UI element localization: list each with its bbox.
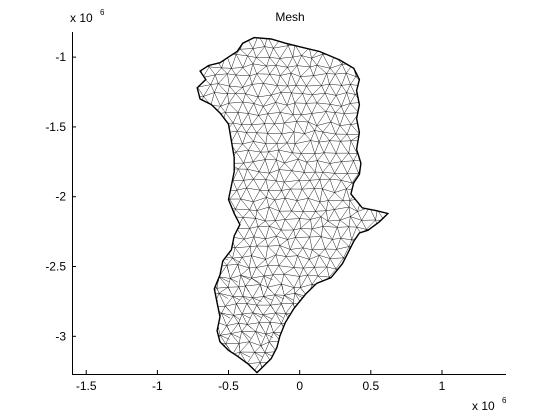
x-multiplier-exponent: 6 (502, 396, 507, 405)
x-tick-label: 0 (296, 379, 303, 393)
y-tick-label: -3 (55, 329, 66, 343)
y-tick-label: -2.5 (45, 260, 66, 274)
x-multiplier-base: x 10 (472, 399, 495, 413)
x-tick-label: -1.5 (76, 379, 97, 393)
x-tick-label: 0.5 (362, 379, 379, 393)
x-tick-label: -1 (152, 379, 163, 393)
y-multiplier-exponent: 6 (100, 8, 105, 17)
x-tick-label: 1 (439, 379, 446, 393)
plot-area (196, 36, 390, 374)
y-tick-label: -1.5 (45, 120, 66, 134)
y-multiplier-base: x 10 (70, 11, 93, 25)
mesh-outline (196, 36, 390, 374)
y-tick-label: -2 (55, 190, 66, 204)
y-tick-label: -1 (55, 50, 66, 64)
chart-title: Mesh (275, 10, 304, 24)
axes (72, 32, 506, 375)
x-tick-label: -0.5 (218, 379, 239, 393)
